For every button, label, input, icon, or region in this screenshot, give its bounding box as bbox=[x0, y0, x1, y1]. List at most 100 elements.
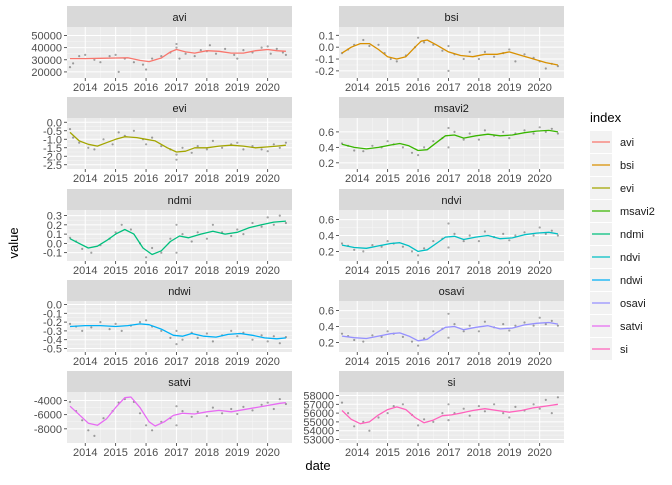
y-tick-label: 0.4 bbox=[319, 142, 334, 154]
data-point bbox=[272, 143, 275, 146]
data-point bbox=[251, 221, 254, 225]
data-point bbox=[117, 131, 120, 134]
facet-panels: avi 2014 2015 2016 2017 2018 2019 2020 200003000… bbox=[31, 6, 564, 459]
data-point bbox=[508, 137, 511, 140]
data-point bbox=[230, 407, 233, 411]
data-point bbox=[284, 221, 287, 225]
facet-strip bbox=[339, 6, 564, 27]
data-point bbox=[423, 418, 426, 421]
data-point bbox=[556, 396, 560, 399]
data-point bbox=[175, 424, 178, 427]
x-tick-label: 2016 bbox=[134, 447, 158, 459]
facet-strip bbox=[339, 97, 564, 118]
data-point bbox=[221, 412, 224, 415]
y-tick-label: -0.3 bbox=[43, 326, 62, 338]
data-point bbox=[205, 237, 208, 240]
facet-strip-label: satvi bbox=[168, 377, 191, 389]
data-point bbox=[514, 405, 517, 408]
facet-strip-label: ndmi bbox=[168, 195, 192, 207]
y-tick-label: -2.0 bbox=[43, 151, 62, 163]
legend-label: si bbox=[620, 344, 628, 356]
data-point bbox=[78, 55, 81, 58]
data-point bbox=[266, 401, 269, 404]
facet-si: si 2014 2015 2016 2017 2018 2019 2020 5300054000… bbox=[303, 371, 564, 459]
data-point bbox=[90, 251, 93, 254]
data-point bbox=[447, 246, 450, 249]
data-point bbox=[211, 340, 214, 343]
data-point bbox=[175, 46, 178, 49]
data-point bbox=[368, 44, 371, 48]
data-point bbox=[160, 251, 163, 254]
data-point bbox=[544, 323, 547, 326]
smooth-line-satvi bbox=[69, 396, 286, 427]
data-point bbox=[284, 53, 287, 57]
data-point bbox=[371, 144, 374, 147]
x-tick-label: 2015 bbox=[103, 265, 127, 277]
legend-item-ndvi: ndvi bbox=[590, 246, 640, 268]
x-tick-label: 2015 bbox=[375, 356, 399, 368]
data-point bbox=[468, 50, 471, 54]
data-point bbox=[386, 240, 389, 243]
data-point bbox=[196, 231, 199, 234]
data-point bbox=[199, 49, 202, 52]
data-point bbox=[190, 240, 193, 243]
legend-label: osavi bbox=[620, 298, 646, 310]
data-point bbox=[432, 240, 435, 243]
smooth-line-evi bbox=[69, 131, 286, 153]
x-tick-label: 2017 bbox=[164, 265, 188, 277]
facet-avi: avi 2014 2015 2016 2017 2018 2019 2020 200003000… bbox=[31, 6, 292, 94]
x-tick-label: 2018 bbox=[467, 82, 491, 94]
data-point bbox=[432, 140, 435, 143]
data-point bbox=[502, 412, 505, 415]
data-point bbox=[538, 226, 541, 229]
x-tick-label: 2017 bbox=[164, 447, 188, 459]
data-point bbox=[181, 233, 184, 236]
data-point bbox=[138, 321, 142, 324]
data-point bbox=[284, 141, 287, 144]
data-point bbox=[151, 136, 154, 139]
y-tick-label: -0.1 bbox=[43, 308, 62, 320]
data-point bbox=[477, 138, 480, 141]
facet-strip bbox=[339, 280, 564, 301]
data-point bbox=[99, 61, 102, 64]
x-tick-label: 2017 bbox=[436, 265, 460, 277]
panel-background bbox=[339, 118, 564, 169]
data-point bbox=[362, 250, 365, 253]
data-point bbox=[493, 55, 496, 58]
data-point bbox=[266, 216, 269, 219]
data-point bbox=[477, 330, 480, 333]
data-point bbox=[272, 223, 275, 226]
data-point bbox=[417, 344, 420, 347]
y-tick-label: 20000 bbox=[31, 67, 62, 79]
data-point bbox=[544, 130, 547, 133]
data-point bbox=[362, 340, 365, 343]
data-point bbox=[447, 126, 450, 130]
data-point bbox=[281, 51, 284, 54]
data-point bbox=[432, 43, 435, 46]
smooth-line-avi bbox=[70, 48, 286, 63]
x-tick-label: 2014 bbox=[73, 265, 97, 277]
data-point bbox=[550, 127, 553, 130]
facet-msavi2: msavi2 2014 2015 2016 2017 2018 2019 2020 0.2 0.4… bbox=[319, 97, 564, 185]
data-point bbox=[145, 424, 148, 427]
data-point bbox=[169, 336, 172, 339]
y-tick-label: 0.3 bbox=[47, 211, 62, 223]
data-point bbox=[141, 63, 145, 66]
data-point bbox=[184, 52, 187, 55]
x-tick-label: 2020 bbox=[527, 447, 551, 459]
data-point bbox=[538, 316, 541, 319]
data-point bbox=[523, 53, 526, 56]
data-point bbox=[340, 242, 344, 245]
smooth-line-osavi bbox=[341, 321, 559, 342]
data-point bbox=[181, 338, 184, 341]
data-point bbox=[102, 417, 105, 420]
x-tick-label: 2018 bbox=[467, 173, 491, 185]
x-tick-label: 2014 bbox=[345, 356, 369, 368]
facet-strip-label: bsi bbox=[444, 12, 458, 24]
y-tick-label: -4000 bbox=[34, 396, 62, 408]
x-tick-label: 2020 bbox=[255, 82, 279, 94]
data-point bbox=[353, 425, 356, 428]
x-tick-label: 2015 bbox=[103, 447, 127, 459]
data-point bbox=[462, 138, 465, 141]
x-tick-label: 2019 bbox=[497, 447, 521, 459]
